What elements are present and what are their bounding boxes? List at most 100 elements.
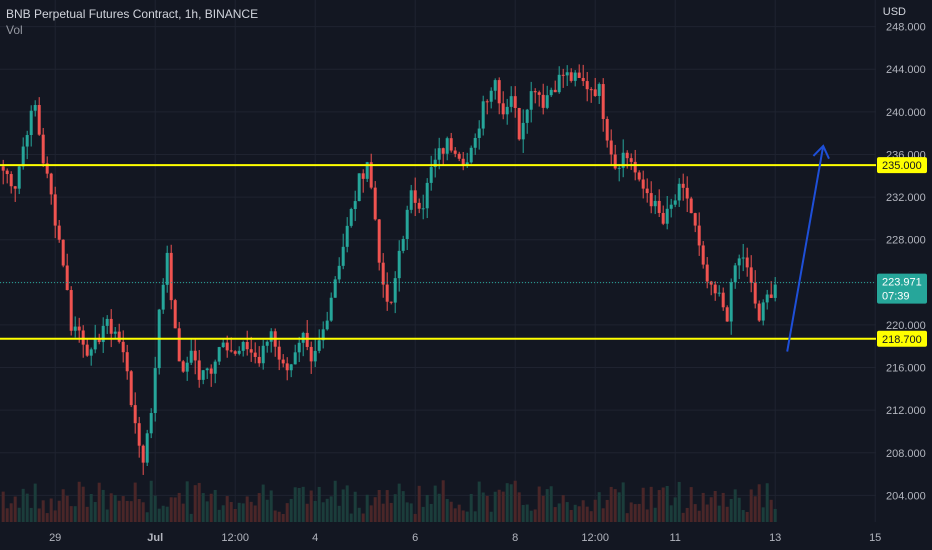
- candle-body: [757, 303, 761, 321]
- volume-bar: [405, 502, 409, 522]
- candle-body: [505, 106, 509, 115]
- level-tag-label: 218.700: [882, 334, 922, 346]
- candle-body: [409, 190, 413, 210]
- volume-bar: [585, 506, 589, 522]
- candle-body: [405, 209, 409, 239]
- candle-body: [377, 219, 381, 263]
- volume-bar: [173, 497, 177, 522]
- candle-body: [185, 362, 189, 372]
- volume-bar: [37, 508, 41, 522]
- candle-body: [209, 368, 213, 374]
- candle-body: [129, 371, 133, 406]
- candle-body: [457, 153, 461, 159]
- candle-body: [153, 368, 157, 414]
- volume-bar: [217, 509, 221, 522]
- candle-body: [621, 152, 625, 168]
- symbol-title[interactable]: BNB Perpetual Futures Contract, 1h, BINA…: [6, 7, 259, 21]
- last-price-tag: [877, 273, 927, 304]
- trend-arrow[interactable]: [786, 144, 830, 352]
- candle-body: [645, 188, 649, 194]
- volume-bar: [389, 502, 393, 522]
- volume-bar: [513, 480, 517, 522]
- volume-bar: [237, 502, 241, 522]
- candle-body: [629, 158, 633, 162]
- level-tag: [877, 330, 927, 347]
- candle-body: [277, 346, 281, 360]
- volume-bar: [97, 482, 101, 522]
- candle-body: [597, 84, 601, 96]
- candle-body: [453, 150, 457, 154]
- volume-bar: [265, 499, 269, 522]
- volume-bar: [249, 501, 253, 522]
- volume-bar: [413, 513, 417, 522]
- volume-bar: [489, 511, 493, 522]
- volume-bars: [1, 480, 777, 522]
- volume-bar: [373, 497, 377, 522]
- y-tick-label: 220.000: [886, 320, 926, 332]
- candle-body: [37, 105, 41, 135]
- candle-body: [297, 342, 301, 353]
- volume-bar: [393, 494, 397, 522]
- volume-bar: [697, 510, 701, 522]
- candle-body: [489, 90, 493, 102]
- volume-bar: [89, 493, 93, 522]
- volume-bar: [761, 507, 765, 522]
- candle-body: [201, 370, 205, 380]
- candle-body: [169, 252, 173, 301]
- candle-body: [197, 360, 201, 380]
- volume-bar: [377, 489, 381, 522]
- volume-bar: [673, 497, 677, 522]
- candle-body: [729, 282, 733, 322]
- candle-body: [313, 350, 317, 362]
- volume-bar: [749, 489, 753, 522]
- candle-body: [649, 193, 653, 207]
- candle-body: [653, 200, 657, 207]
- volume-bar: [253, 505, 257, 522]
- candle-body: [533, 91, 537, 93]
- volume-bar: [273, 510, 277, 522]
- volume-bar: [529, 510, 533, 522]
- volume-bar: [573, 504, 577, 522]
- volume-bar: [349, 513, 353, 522]
- candle-body: [321, 329, 325, 341]
- time-axis[interactable]: 29 Jul 12:00 4 6 8 12:00 11 13 15: [49, 532, 881, 544]
- candle-body: [461, 158, 465, 166]
- candle-body: [689, 198, 693, 214]
- horizontal-levels[interactable]: [0, 164, 876, 340]
- candle-body: [17, 166, 21, 189]
- volume-bar: [233, 508, 237, 522]
- candle-body: [133, 405, 137, 424]
- candle-body: [445, 138, 449, 154]
- candle-body: [701, 245, 705, 265]
- volume-bar: [433, 485, 437, 522]
- candle-body: [569, 72, 573, 81]
- candle-body: [85, 344, 89, 356]
- x-tick-label: 12:00: [581, 532, 609, 544]
- candle-body: [437, 148, 441, 160]
- candle-body: [229, 350, 233, 352]
- volume-bar: [29, 507, 33, 522]
- volume-bar: [81, 486, 85, 522]
- candle-body: [173, 300, 177, 329]
- volume-indicator-label[interactable]: Vol: [6, 23, 23, 37]
- candle-body: [97, 338, 101, 343]
- volume-bar: [609, 486, 613, 522]
- volume-bar: [105, 509, 109, 522]
- candle-body: [345, 225, 349, 247]
- volume-bar: [121, 496, 125, 522]
- candle-body: [557, 74, 561, 93]
- volume-bar: [581, 500, 585, 522]
- volume-bar: [537, 486, 541, 522]
- volume-bar: [661, 487, 665, 522]
- y-tick-label: 228.000: [886, 235, 926, 247]
- volume-bar: [161, 505, 165, 522]
- volume-bar: [117, 500, 121, 522]
- candle-body: [733, 265, 737, 283]
- candle-body: [549, 89, 553, 96]
- volume-bar: [605, 499, 609, 522]
- candle-body: [773, 284, 777, 298]
- volume-bar: [741, 510, 745, 522]
- volume-bar: [649, 486, 653, 522]
- volume-bar: [281, 513, 285, 522]
